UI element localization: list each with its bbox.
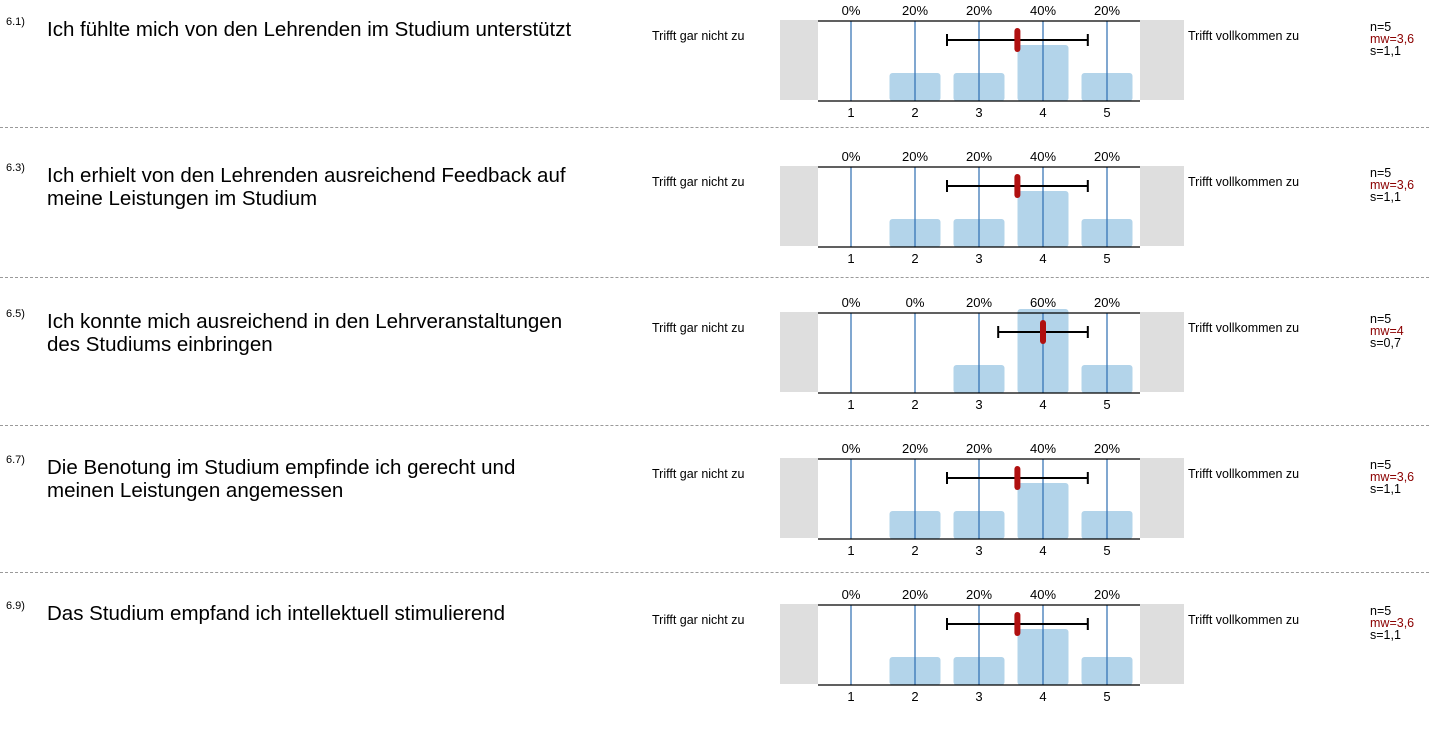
percent-label: 0% bbox=[906, 295, 925, 310]
tick-label: 1 bbox=[847, 543, 854, 558]
tick-label: 2 bbox=[911, 397, 918, 412]
distribution-chart: 0% 20% 20% 40% 20% 1 2 3 4 5 bbox=[0, 584, 1429, 730]
percent-label: 20% bbox=[966, 587, 992, 602]
percent-label: 20% bbox=[1094, 3, 1120, 18]
item-divider bbox=[0, 425, 1429, 426]
item-divider bbox=[0, 277, 1429, 278]
distribution-chart: 0% 20% 20% 40% 20% 1 2 3 4 5 bbox=[0, 438, 1429, 584]
tick-label: 1 bbox=[847, 105, 854, 120]
question-item: 6.1) Ich fühlte mich von den Lehrenden i… bbox=[0, 0, 1429, 146]
tick-label: 5 bbox=[1103, 397, 1110, 412]
percent-label: 20% bbox=[902, 587, 928, 602]
percent-label: 20% bbox=[902, 149, 928, 164]
tick-label: 2 bbox=[911, 105, 918, 120]
tick-label: 4 bbox=[1039, 689, 1046, 704]
percent-label: 20% bbox=[966, 149, 992, 164]
tick-label: 1 bbox=[847, 251, 854, 266]
percent-label: 0% bbox=[842, 149, 861, 164]
mean-marker bbox=[1014, 28, 1020, 52]
tick-label: 5 bbox=[1103, 543, 1110, 558]
tick-label: 3 bbox=[975, 251, 982, 266]
question-item: 6.5) Ich konnte mich ausreichend in den … bbox=[0, 292, 1429, 438]
percent-label: 40% bbox=[1030, 587, 1056, 602]
percent-label: 20% bbox=[966, 3, 992, 18]
tick-label: 5 bbox=[1103, 251, 1110, 266]
tick-label: 5 bbox=[1103, 105, 1110, 120]
percent-label: 0% bbox=[842, 587, 861, 602]
percent-label: 0% bbox=[842, 295, 861, 310]
percent-label: 20% bbox=[1094, 441, 1120, 456]
tick-label: 5 bbox=[1103, 689, 1110, 704]
tick-label: 4 bbox=[1039, 251, 1046, 266]
distribution-chart: 0% 0% 20% 60% 20% 1 2 3 4 5 bbox=[0, 292, 1429, 438]
mean-marker bbox=[1014, 466, 1020, 490]
percent-label: 60% bbox=[1030, 295, 1056, 310]
tick-label: 3 bbox=[975, 105, 982, 120]
item-divider bbox=[0, 127, 1429, 128]
question-item: 6.9) Das Studium empfand ich intellektue… bbox=[0, 584, 1429, 730]
tick-label: 2 bbox=[911, 251, 918, 266]
question-item: 6.3) Ich erhielt von den Lehrenden ausre… bbox=[0, 146, 1429, 292]
tick-label: 3 bbox=[975, 689, 982, 704]
distribution-chart: 0% 20% 20% 40% 20% 1 2 3 4 5 bbox=[0, 0, 1429, 146]
tick-label: 2 bbox=[911, 689, 918, 704]
percent-label: 20% bbox=[966, 295, 992, 310]
tick-label: 4 bbox=[1039, 543, 1046, 558]
tick-label: 1 bbox=[847, 397, 854, 412]
percent-label: 20% bbox=[1094, 587, 1120, 602]
tick-label: 3 bbox=[975, 543, 982, 558]
question-item: 6.7) Die Benotung im Studium empfinde ic… bbox=[0, 438, 1429, 584]
item-divider bbox=[0, 572, 1429, 573]
percent-label: 20% bbox=[966, 441, 992, 456]
tick-label: 1 bbox=[847, 689, 854, 704]
mean-marker bbox=[1014, 174, 1020, 198]
percent-label: 0% bbox=[842, 3, 861, 18]
percent-label: 0% bbox=[842, 441, 861, 456]
percent-label: 40% bbox=[1030, 441, 1056, 456]
percent-label: 20% bbox=[902, 441, 928, 456]
tick-label: 3 bbox=[975, 397, 982, 412]
tick-label: 4 bbox=[1039, 105, 1046, 120]
percent-label: 20% bbox=[1094, 295, 1120, 310]
tick-label: 2 bbox=[911, 543, 918, 558]
percent-label: 40% bbox=[1030, 149, 1056, 164]
distribution-chart: 0% 20% 20% 40% 20% 1 2 3 4 5 bbox=[0, 146, 1429, 292]
percent-label: 40% bbox=[1030, 3, 1056, 18]
percent-label: 20% bbox=[1094, 149, 1120, 164]
percent-label: 20% bbox=[902, 3, 928, 18]
tick-label: 4 bbox=[1039, 397, 1046, 412]
mean-marker bbox=[1040, 320, 1046, 344]
mean-marker bbox=[1014, 612, 1020, 636]
